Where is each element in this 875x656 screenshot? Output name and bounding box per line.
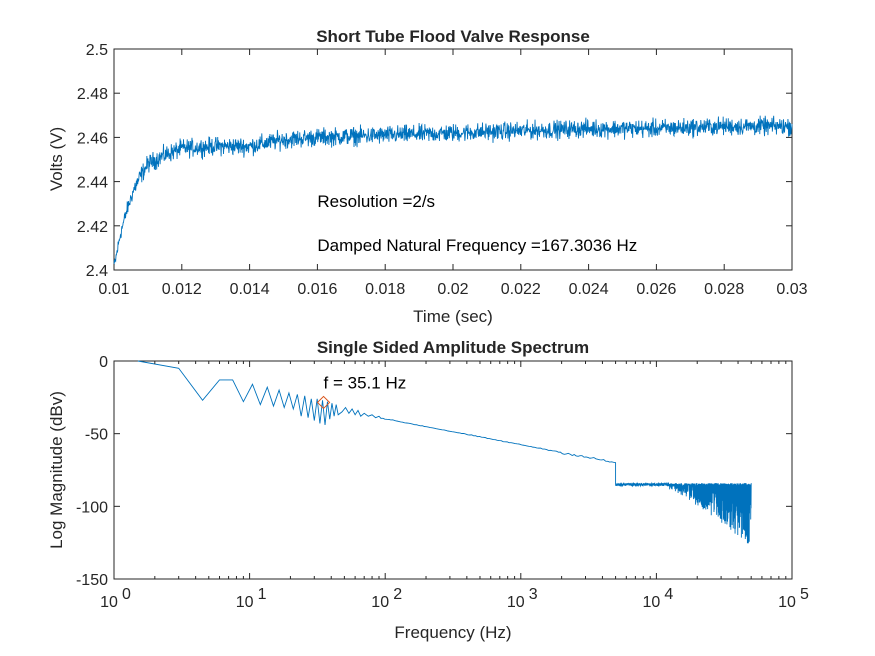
- peak-marker-label: f = 35.1 Hz: [324, 373, 407, 392]
- bottom-axes-box: [113, 360, 793, 580]
- bottom-x-tick-exponent: 0: [122, 586, 131, 603]
- bottom-x-tick-exponent: 2: [393, 586, 402, 603]
- annotation-damped-frequency: Damped Natural Frequency =167.3036 Hz: [317, 236, 637, 255]
- top-x-tick-label: 0.026: [636, 281, 676, 298]
- bottom-x-axis-label: Frequency (Hz): [394, 623, 511, 642]
- bottom-x-tick-label: 10: [371, 594, 389, 611]
- top-x-tick-label: 0.016: [297, 281, 337, 298]
- spectrum-trace: [137, 360, 752, 544]
- bottom-plot-area: [137, 360, 752, 544]
- bottom-x-tick-exponent: 4: [664, 586, 673, 603]
- top-x-tick-label: 0.018: [365, 281, 405, 298]
- bottom-x-tick-label: 10: [778, 594, 796, 611]
- annotation-resolution: Resolution =2/s: [317, 192, 435, 211]
- top-y-axis-label: Volts (V): [47, 127, 66, 191]
- top-x-tick-label: 0.012: [162, 281, 202, 298]
- bottom-y-axis-label: Log Magnitude (dBv): [47, 391, 66, 549]
- top-subplot: Short Tube Flood Valve Response 0.01 0.01…: [47, 27, 808, 326]
- top-y-tick-label: 2.48: [77, 86, 108, 103]
- top-axes-box: [113, 48, 793, 271]
- bottom-x-tick-label: 10: [100, 594, 118, 611]
- top-chart-title: Short Tube Flood Valve Response: [316, 27, 590, 46]
- bottom-y-tick-label: -100: [76, 499, 108, 516]
- bottom-x-tick-label: 10: [507, 594, 525, 611]
- bottom-x-ticks: 10 0 10 1 10 2 10 3 10 4 10 5: [100, 361, 809, 611]
- top-y-tick-label: 2.4: [86, 263, 108, 280]
- bottom-x-tick-exponent: 1: [258, 586, 267, 603]
- bottom-x-tick-label: 10: [643, 594, 661, 611]
- top-x-axis-label: Time (sec): [413, 307, 493, 326]
- bottom-x-tick-exponent: 3: [529, 586, 538, 603]
- bottom-x-tick-label: 10: [236, 594, 254, 611]
- top-y-ticks: 2.4 2.42 2.44 2.46 2.48 2.5: [77, 42, 792, 280]
- top-x-tick-label: 0.03: [776, 281, 807, 298]
- bottom-y-tick-label: -50: [85, 427, 108, 444]
- top-x-tick-label: 0.024: [569, 281, 609, 298]
- top-x-tick-label: 0.014: [230, 281, 270, 298]
- bottom-y-tick-label: -150: [76, 572, 108, 589]
- top-x-tick-label: 0.028: [704, 281, 744, 298]
- top-x-tick-label: 0.02: [437, 281, 468, 298]
- bottom-subplot: Single Sided Amplitude Spectrum 10 0 10 1 10…: [47, 338, 809, 642]
- top-y-tick-label: 2.46: [77, 130, 108, 147]
- peak-marker: [316, 395, 331, 410]
- top-x-ticks: 0.01 0.012 0.014 0.016 0.018 0.02 0.022 0.024 0.…: [98, 49, 808, 298]
- top-y-tick-label: 2.44: [77, 175, 108, 192]
- top-y-tick-label: 2.42: [77, 219, 108, 236]
- top-x-tick-label: 0.01: [98, 281, 129, 298]
- bottom-y-ticks: -150 -100 -50 0: [76, 354, 792, 589]
- top-plot-area: [113, 115, 793, 268]
- top-x-tick-label: 0.022: [501, 281, 541, 298]
- bottom-y-tick-label: 0: [99, 354, 108, 371]
- bottom-x-tick-exponent: 5: [800, 586, 809, 603]
- bottom-chart-title: Single Sided Amplitude Spectrum: [317, 338, 589, 357]
- top-y-tick-label: 2.5: [86, 42, 108, 59]
- voltage-trace: [113, 115, 793, 268]
